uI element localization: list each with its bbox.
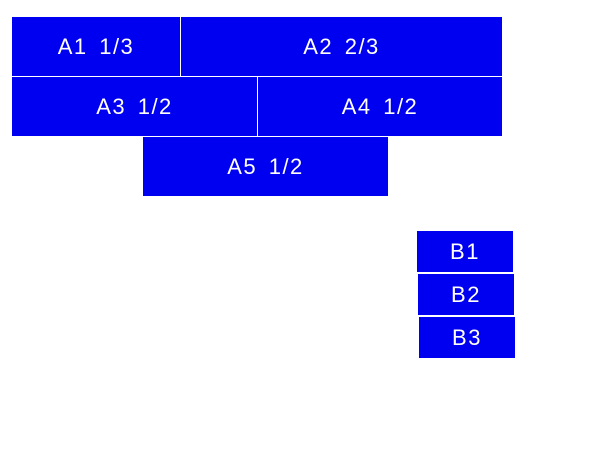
box-b2[interactable]: B2 bbox=[418, 274, 514, 315]
box-a2-label: A2 2/3 bbox=[303, 33, 380, 59]
box-a3-label: A3 1/2 bbox=[96, 93, 173, 119]
box-a4-label: A4 1/2 bbox=[341, 93, 419, 119]
box-b1[interactable]: B1 bbox=[417, 231, 513, 272]
box-a5[interactable]: A5 1/2 bbox=[143, 137, 388, 196]
box-a2[interactable]: A2 2/3 bbox=[181, 17, 502, 76]
box-a5-label: A5 1/2 bbox=[227, 153, 304, 179]
box-b3-label: B3 bbox=[452, 324, 482, 350]
box-a3[interactable]: A3 1/2 bbox=[12, 77, 257, 136]
box-b1-label: B1 bbox=[450, 238, 480, 264]
box-a1-label: A1 1/3 bbox=[57, 33, 135, 59]
box-a4[interactable]: A4 1/2 bbox=[258, 77, 502, 136]
box-b2-label: B2 bbox=[451, 281, 481, 307]
box-b3[interactable]: B3 bbox=[419, 317, 515, 358]
box-a1[interactable]: A1 1/3 bbox=[12, 17, 180, 76]
